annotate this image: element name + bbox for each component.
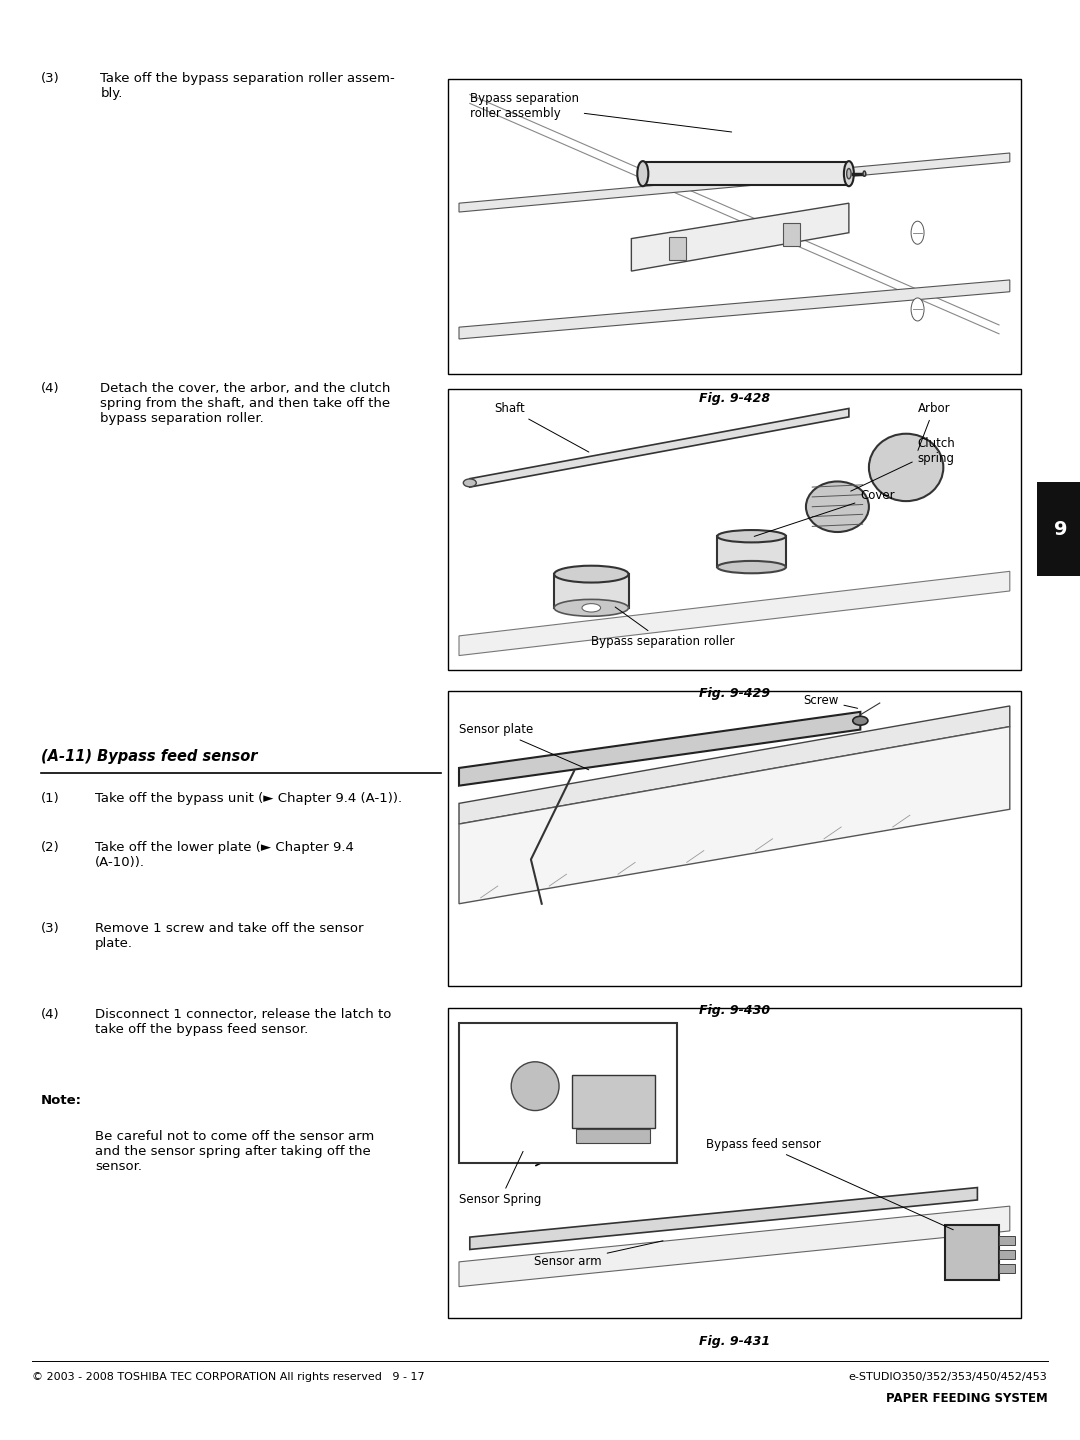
Text: Note:: Note: [41,1094,82,1107]
Polygon shape [459,153,1010,212]
Ellipse shape [518,1068,552,1103]
Text: Bypass separation roller: Bypass separation roller [592,608,734,648]
Text: (3): (3) [41,922,59,935]
Text: Be careful not to come off the sensor arm
and the sensor spring after taking off: Be careful not to come off the sensor ar… [95,1130,375,1174]
Text: Fig. 9-430: Fig. 9-430 [699,1004,770,1017]
Text: Sensor Spring: Sensor Spring [459,1152,541,1207]
Ellipse shape [843,161,854,186]
Ellipse shape [717,530,786,543]
Ellipse shape [879,444,933,491]
Text: (4): (4) [41,382,59,395]
Text: Fig. 9-431: Fig. 9-431 [699,1335,770,1348]
Text: (1): (1) [41,792,59,805]
Text: e-STUDIO350/352/353/450/452/453: e-STUDIO350/352/353/450/452/453 [849,1372,1048,1382]
Polygon shape [643,161,849,186]
Polygon shape [459,711,861,786]
Text: PAPER FEEDING SYSTEM: PAPER FEEDING SYSTEM [886,1392,1048,1405]
Text: Remove 1 screw and take off the sensor
plate.: Remove 1 screw and take off the sensor p… [95,922,364,949]
Ellipse shape [582,603,600,612]
Bar [999,1236,1015,1244]
Bar [448,1008,1021,1318]
Text: Screw: Screw [804,694,858,708]
Ellipse shape [847,168,851,179]
Text: Cover: Cover [754,490,895,536]
Ellipse shape [554,599,629,616]
Text: Disconnect 1 connector, release the latch to
take off the bypass feed sensor.: Disconnect 1 connector, release the latc… [95,1008,391,1035]
Text: 9: 9 [1054,520,1068,539]
Text: (A-11) Bypass feed sensor: (A-11) Bypass feed sensor [41,749,257,763]
Ellipse shape [853,716,868,726]
Bar [669,238,686,261]
Text: Arbor: Arbor [918,402,950,451]
Polygon shape [717,536,786,567]
Text: Clutch
spring: Clutch spring [851,436,956,491]
Ellipse shape [554,566,629,583]
Polygon shape [632,203,849,271]
Text: Bypass separation
roller assembly: Bypass separation roller assembly [470,92,731,132]
Ellipse shape [912,222,924,245]
Text: (2): (2) [41,841,59,854]
Ellipse shape [912,298,924,321]
Text: (4): (4) [41,1008,59,1021]
Polygon shape [459,572,1010,655]
Bar [459,1024,676,1164]
Bar [572,1076,654,1128]
Ellipse shape [889,452,923,482]
Text: Take off the bypass separation roller assem-
bly.: Take off the bypass separation roller as… [100,72,395,99]
Text: (3): (3) [41,72,59,85]
Polygon shape [459,279,1010,338]
Bar [577,1129,650,1143]
Polygon shape [459,706,1010,824]
Bar [1037,482,1080,576]
Polygon shape [459,1207,1010,1287]
Bar [448,79,1021,374]
Polygon shape [470,409,849,487]
Ellipse shape [526,1077,544,1096]
Bar [999,1250,1015,1259]
Text: Sensor plate: Sensor plate [459,723,589,770]
Text: Sensor arm: Sensor arm [534,1241,663,1269]
Bar [999,1264,1015,1273]
Bar [945,1224,999,1280]
Text: Take off the lower plate (► Chapter 9.4
(A-10)).: Take off the lower plate (► Chapter 9.4 … [95,841,354,868]
Text: Bypass feed sensor: Bypass feed sensor [706,1138,954,1230]
Text: Take off the bypass unit (► Chapter 9.4 (A-1)).: Take off the bypass unit (► Chapter 9.4 … [95,792,402,805]
Ellipse shape [806,481,869,531]
Text: Fig. 9-429: Fig. 9-429 [699,687,770,700]
Ellipse shape [463,480,476,487]
Text: Fig. 9-428: Fig. 9-428 [699,392,770,405]
Ellipse shape [717,562,786,573]
Ellipse shape [869,433,943,501]
Ellipse shape [863,171,866,176]
Text: Shaft: Shaft [494,402,589,452]
Text: © 2003 - 2008 TOSHIBA TEC CORPORATION All rights reserved   9 - 17: © 2003 - 2008 TOSHIBA TEC CORPORATION Al… [32,1372,426,1382]
Bar [448,389,1021,670]
Bar [448,691,1021,986]
Text: Detach the cover, the arbor, and the clutch
spring from the shaft, and then take: Detach the cover, the arbor, and the clu… [100,382,391,425]
Ellipse shape [511,1061,559,1110]
Bar [783,223,800,246]
Polygon shape [470,1188,977,1250]
Polygon shape [554,575,629,608]
Ellipse shape [637,161,648,186]
Polygon shape [459,727,1010,904]
